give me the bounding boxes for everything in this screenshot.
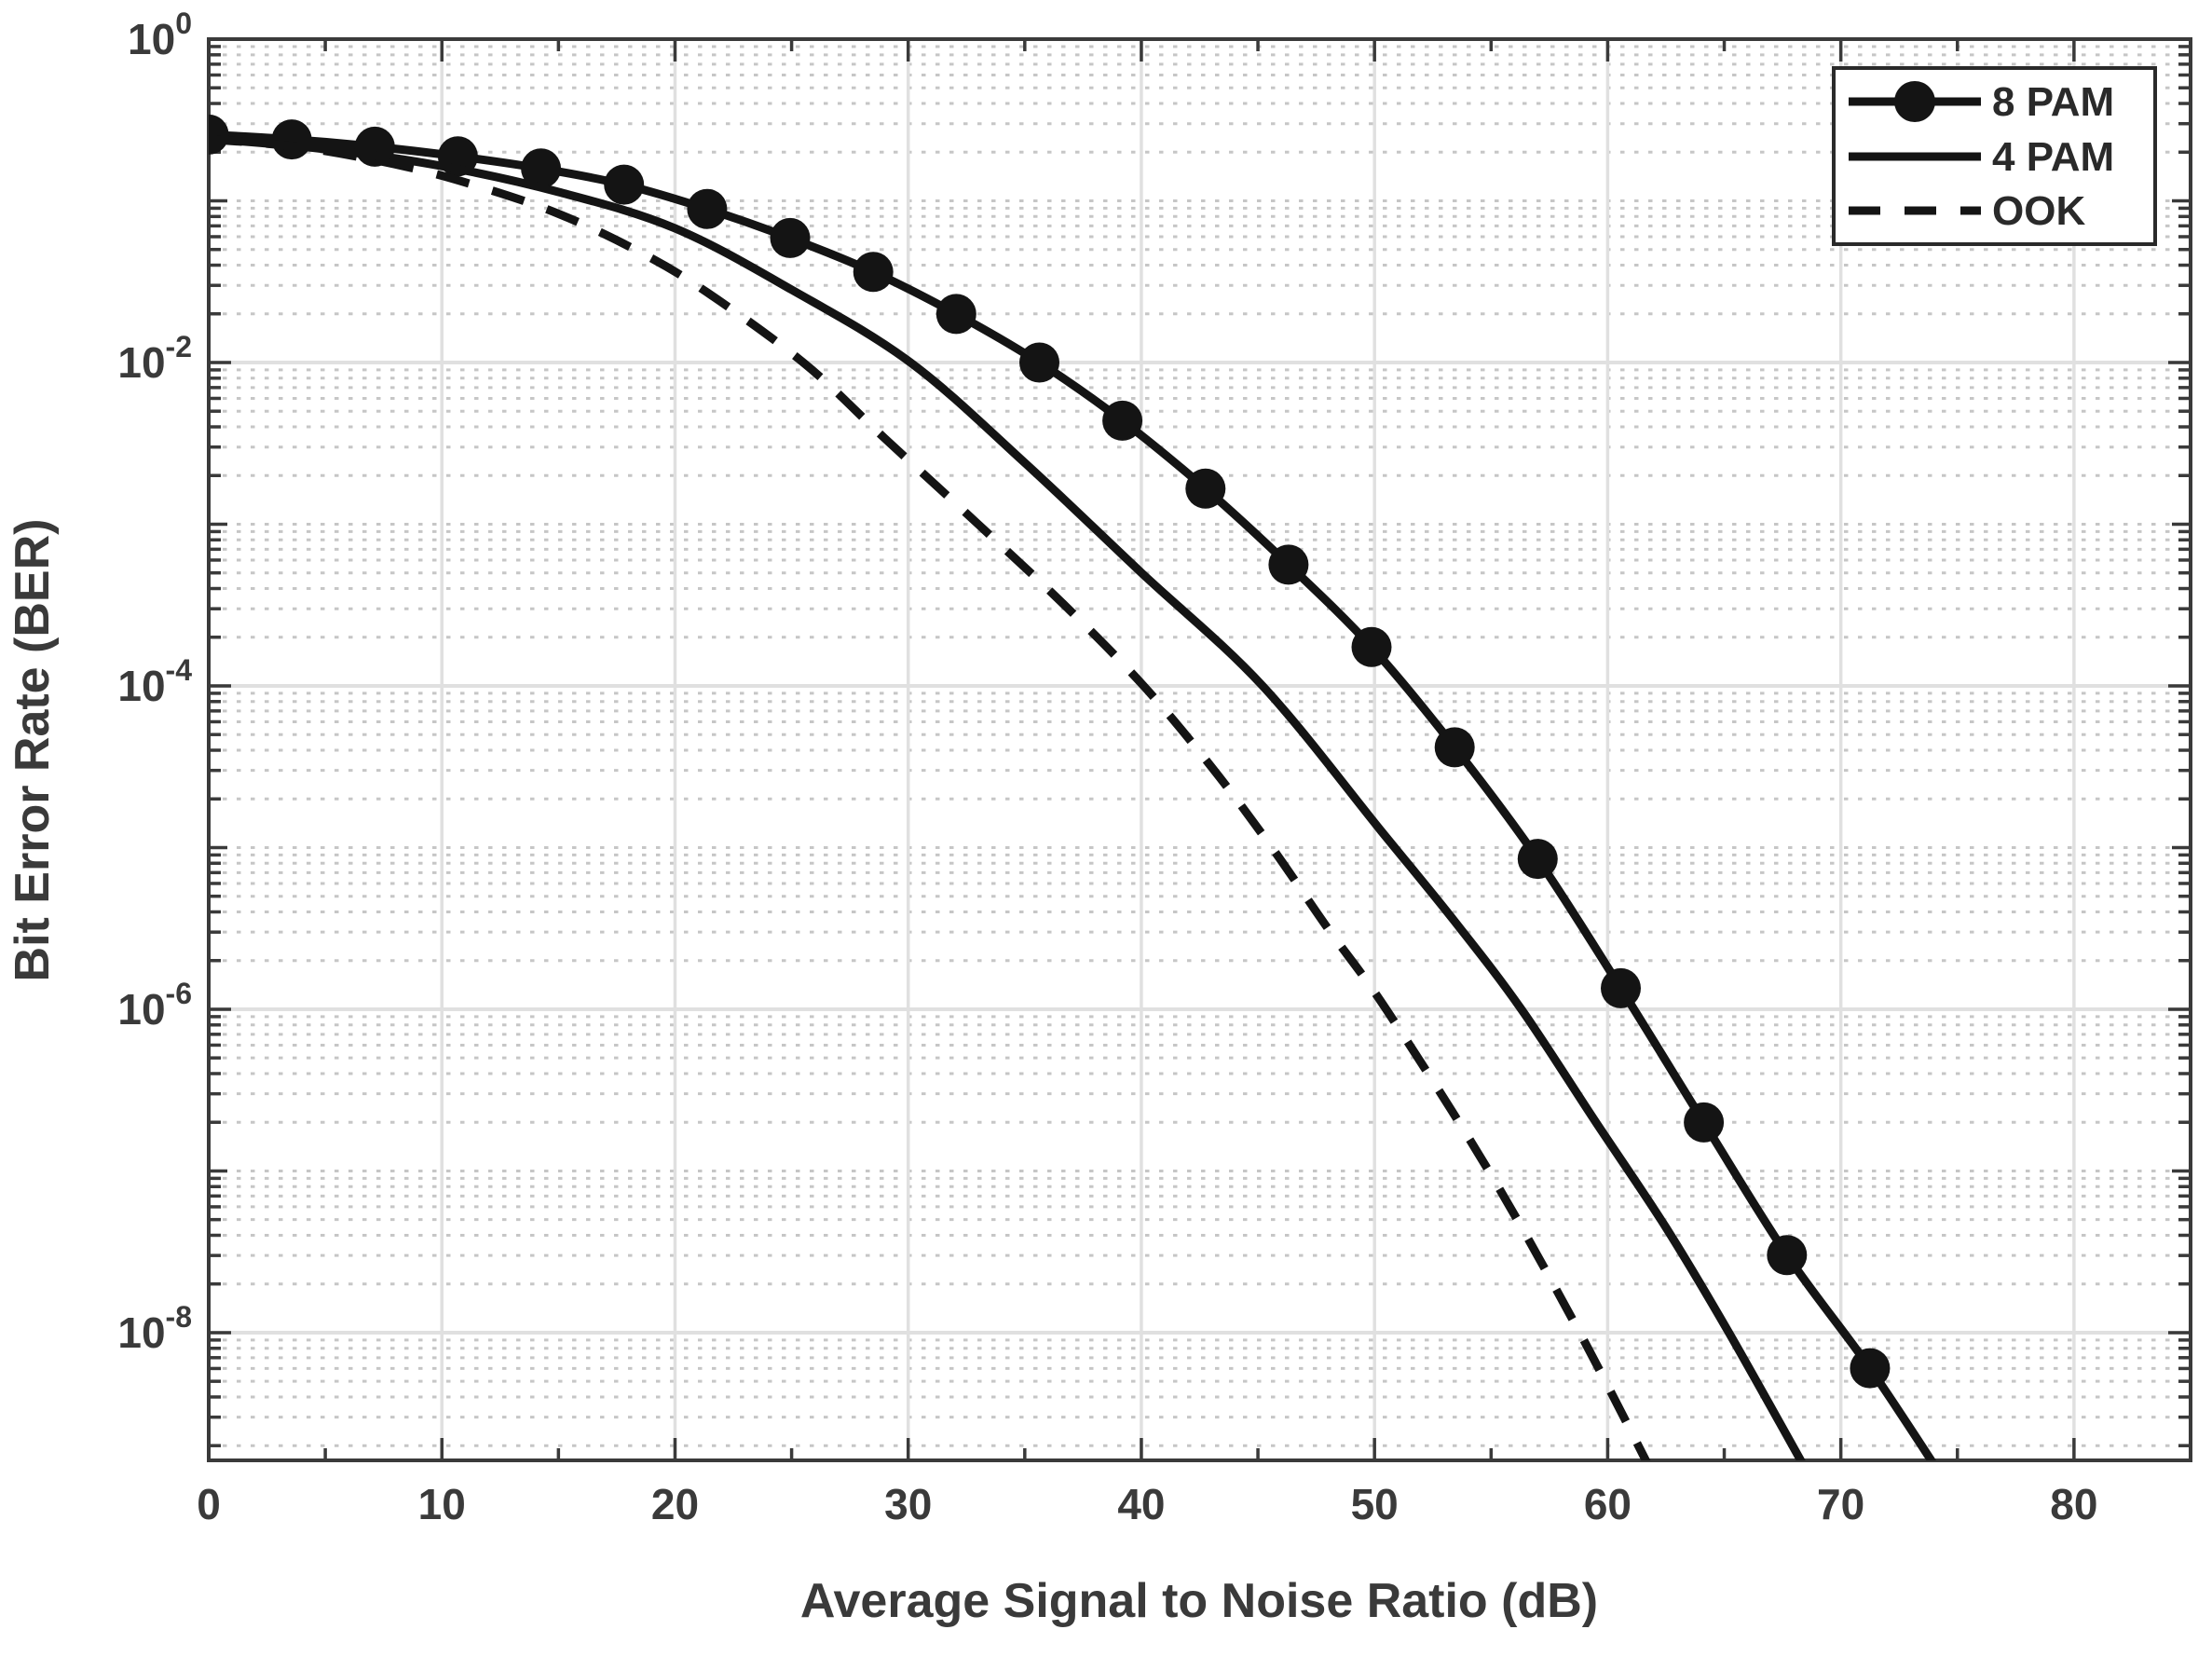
x-tick-label: 20 (651, 1480, 699, 1528)
x-tick-label: 30 (884, 1480, 932, 1528)
legend-marker-circle-icon (1894, 81, 1935, 122)
legend-entry-ook[interactable]: OOK (1849, 188, 2085, 234)
y-tick-label: 10-8 (117, 1300, 192, 1357)
marker-8pam-point (1185, 468, 1226, 509)
marker-8pam-point (1517, 839, 1558, 880)
y-tick-label: 100 (128, 7, 192, 63)
marker-8pam-point (1102, 400, 1143, 441)
marker-8pam-point (521, 148, 562, 189)
marker-8pam-point (1767, 1235, 1808, 1276)
marker-8pam-point (1351, 626, 1392, 667)
x-tick-label: 10 (418, 1480, 466, 1528)
marker-8pam-point (1684, 1102, 1725, 1143)
tick-layer (207, 37, 2191, 1460)
curve-4-pam (209, 134, 1806, 1460)
legend-entry-4pam[interactable]: 4 PAM (1849, 134, 2114, 180)
x-tick-label: 70 (1817, 1480, 1864, 1528)
legend-label-4pam: 4 PAM (1992, 134, 2114, 180)
y-tick-label: 10-2 (117, 330, 192, 387)
marker-8pam-point (935, 294, 976, 335)
x-tick-label: 60 (1584, 1480, 1632, 1528)
marker-8pam-point (770, 217, 811, 258)
grid-layer (209, 39, 2191, 1460)
x-tick-label: 50 (1351, 1480, 1399, 1528)
marker-8pam-point (1019, 342, 1059, 383)
curve-ook (209, 135, 1651, 1460)
tick-label-layer: 0 10 20 30 40 50 60 70 80 100 10-2 10-4 10-6 10-8 (117, 7, 2097, 1528)
marker-8pam-point (853, 252, 894, 293)
marker-8pam-point (604, 164, 645, 205)
legend-label-8pam: 8 PAM (1992, 79, 2114, 125)
marker-8pam-point (1601, 967, 1641, 1008)
y-tick-label: 10-6 (117, 977, 192, 1034)
x-tick-label: 40 (1117, 1480, 1165, 1528)
marker-8pam-point (1434, 727, 1475, 768)
x-axis-title: Average Signal to Noise Ratio (dB) (800, 1574, 1598, 1628)
x-tick-label: 0 (197, 1480, 221, 1528)
legend-box[interactable]: 8 PAM 4 PAM OOK (1832, 66, 2157, 246)
marker-8pam-point (1268, 544, 1309, 585)
marker-8pam-point (687, 188, 728, 229)
y-tick-label: 10-4 (117, 653, 192, 710)
y-axis-title: Bit Error Rate (BER) (6, 519, 60, 982)
legend-label-ook: OOK (1992, 188, 2085, 234)
curves-layer (209, 114, 1937, 1460)
legend-entry-8pam[interactable]: 8 PAM (1849, 79, 2114, 125)
marker-8pam-point (271, 119, 312, 160)
marker-8pam-point (1850, 1348, 1891, 1389)
x-tick-label: 80 (2050, 1480, 2097, 1528)
